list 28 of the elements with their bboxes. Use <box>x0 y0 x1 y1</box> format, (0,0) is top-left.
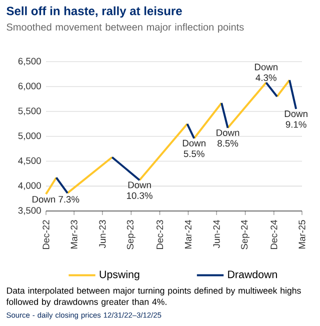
annotation: Down 10.3% <box>127 182 152 199</box>
annotation: Down 7.3% <box>32 196 80 203</box>
text: Data interpolated between major turning points defined by multiweek highs followed by drawdowns greater than 4%. <box>6 287 301 307</box>
chart-subtitle: Smoothed movement between major inflection points <box>6 23 244 33</box>
annotation: Down 9.1% <box>284 110 308 128</box>
chart-title: Sell off in haste, rally at leisure <box>6 6 182 18</box>
x-tick-label: Mar-23 <box>70 220 78 248</box>
x-tick-label: Dec-22 <box>42 220 50 250</box>
y-tick-label: 6,500 <box>18 58 41 66</box>
x-tick-label: Mar-24 <box>184 220 192 248</box>
y-tick-label: 5,500 <box>18 108 41 116</box>
y-tick-label: 6,000 <box>18 82 41 90</box>
x-tick-label: Dec-24 <box>270 220 278 250</box>
y-tick-label: 5,000 <box>18 132 41 140</box>
annotation: Down 5.5% <box>182 140 206 158</box>
legend-label: Drawdown <box>228 270 277 278</box>
y-tick-label: 4,500 <box>18 157 41 166</box>
annotation: Down 4.3% <box>254 64 278 81</box>
annotation: Down 8.5% <box>216 129 240 147</box>
legend-label: Upswing <box>100 270 140 280</box>
x-tick-label: Mar-25 <box>298 220 306 248</box>
x-tick-label: Jun-23 <box>99 220 106 248</box>
y-tick-label: 4,000 <box>18 182 41 190</box>
x-tick-label: Sep-24 <box>241 220 250 250</box>
x-tick-label: Sep-23 <box>126 220 136 250</box>
y-tick-label: 3,500 <box>18 207 41 215</box>
x-tick-label: Dec-23 <box>156 220 164 250</box>
x-tick-label: Jun-24 <box>213 220 220 248</box>
